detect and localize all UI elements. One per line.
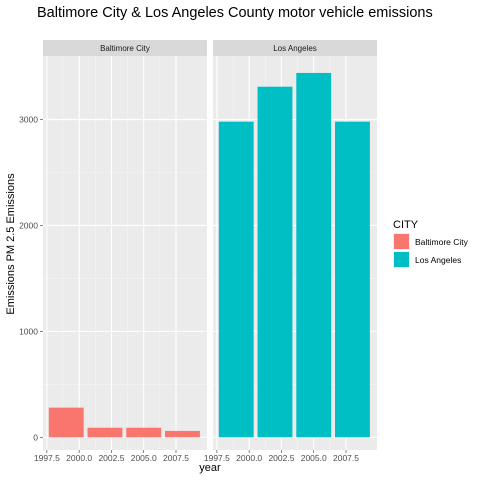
- facet-strip: [213, 40, 377, 56]
- facet-strip-label: Los Angeles: [273, 44, 317, 53]
- panel-background: [43, 56, 207, 450]
- legend-label: Baltimore City: [415, 237, 469, 247]
- x-tick-label: 2007.5: [333, 453, 359, 463]
- x-tick-label: 2000.0: [66, 453, 92, 463]
- facet-panels: Baltimore City 1997.5 2000.0 2002.5 2005.0 20…: [19, 40, 377, 463]
- y-tick-label: 2000: [19, 220, 38, 230]
- bar: [257, 86, 293, 438]
- bar: [87, 427, 123, 438]
- bar: [335, 121, 370, 438]
- y-axis-label: Emissions PM 2.5 Emissions: [5, 173, 17, 315]
- legend-title: CITY: [393, 219, 419, 231]
- legend-swatch: [394, 252, 409, 267]
- bar: [296, 72, 332, 438]
- x-tick-label: 1997.5: [204, 453, 230, 463]
- chart-title: Baltimore City & Los Angeles County moto…: [37, 5, 433, 21]
- bar: [218, 121, 254, 438]
- x-tick-label: 2005.0: [131, 453, 157, 463]
- legend-swatch: [394, 234, 409, 249]
- bar: [165, 430, 200, 438]
- x-tick-label: 1997.5: [34, 453, 60, 463]
- legend-label: Los Angeles: [415, 255, 461, 265]
- x-tick-label: 2007.5: [163, 453, 189, 463]
- facet-strip: [43, 40, 207, 56]
- y-tick-label: 3000: [19, 115, 38, 125]
- x-tick-label: 2002.5: [268, 453, 294, 463]
- x-axis-label: year: [199, 462, 221, 474]
- y-tick-label: 1000: [19, 326, 38, 336]
- legend: CITY Baltimore City Los Angeles: [393, 219, 469, 268]
- facet-strip-label: Baltimore City: [100, 44, 150, 53]
- x-tick-label: 2000.0: [236, 453, 262, 463]
- y-tick-label: 0: [33, 432, 38, 442]
- x-tick-label: 2005.0: [301, 453, 327, 463]
- x-tick-label: 2002.5: [98, 453, 124, 463]
- bar: [126, 427, 162, 438]
- bar: [48, 407, 84, 438]
